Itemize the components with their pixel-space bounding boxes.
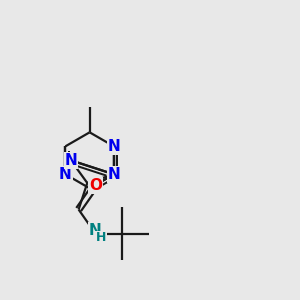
Text: N: N (59, 167, 72, 182)
Text: N: N (89, 223, 102, 238)
Text: O: O (89, 178, 102, 193)
Text: N: N (107, 139, 120, 154)
Text: N: N (64, 153, 77, 168)
Text: N: N (107, 167, 120, 182)
Text: H: H (96, 231, 106, 244)
Text: N: N (107, 167, 120, 182)
